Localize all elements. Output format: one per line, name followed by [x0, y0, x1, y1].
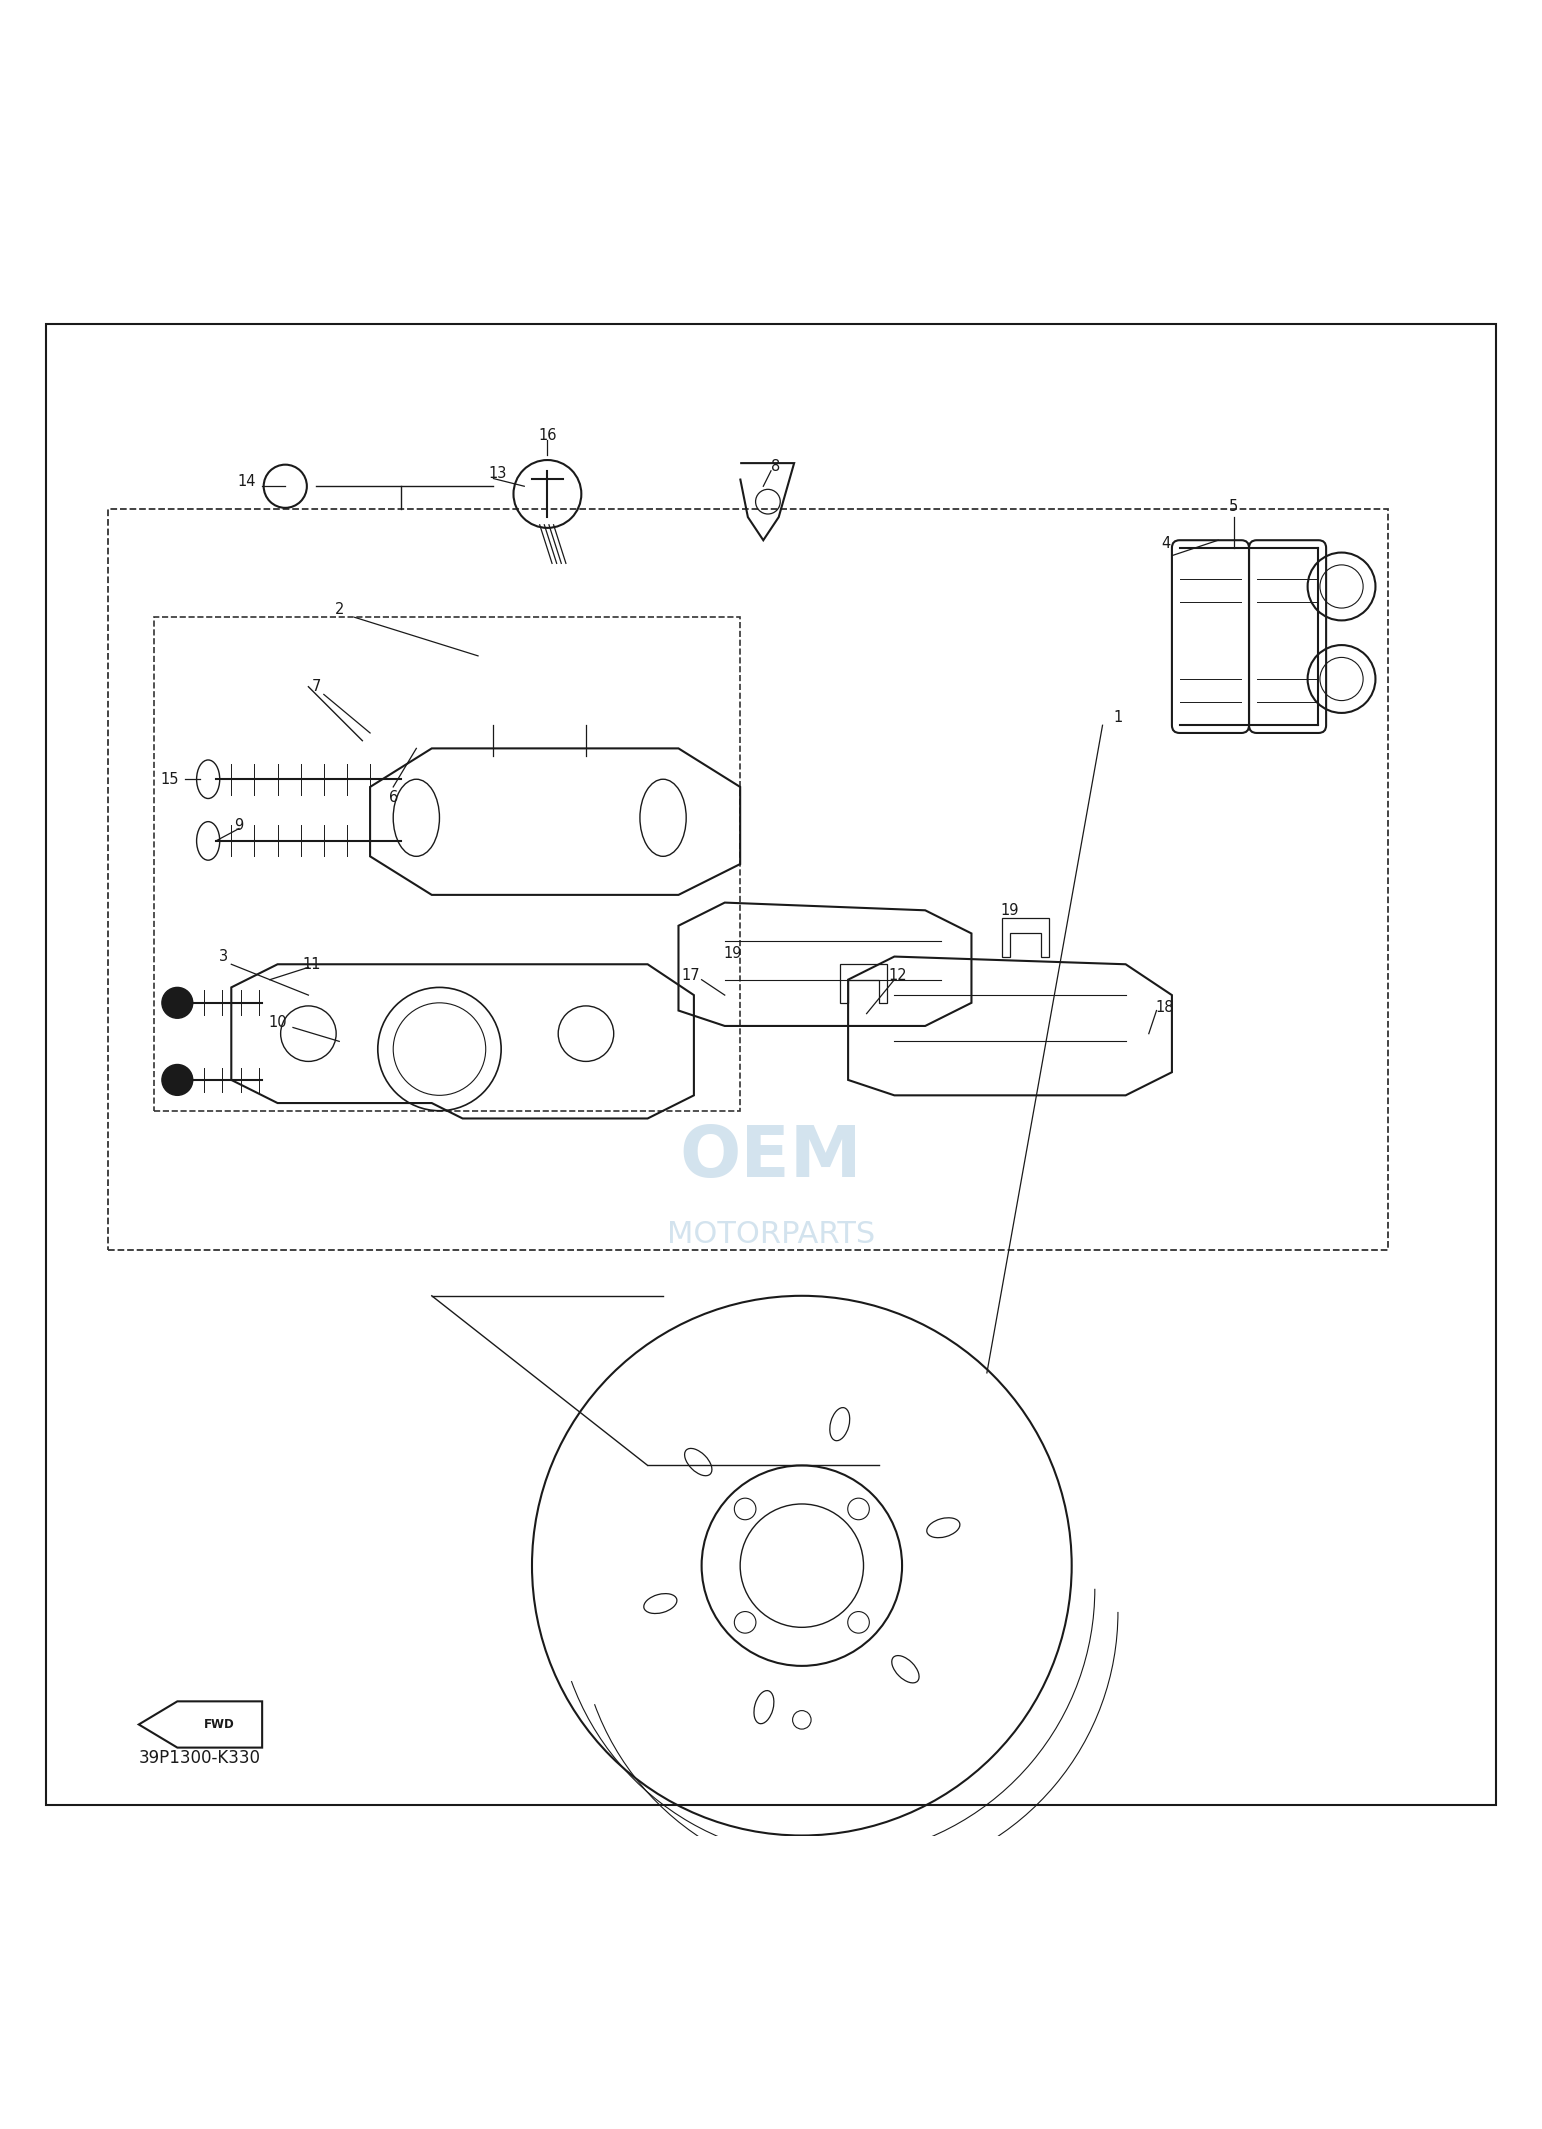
Text: 19: 19 — [1001, 903, 1019, 918]
Text: 3: 3 — [219, 950, 228, 964]
Text: 10: 10 — [268, 1016, 287, 1030]
Text: 13: 13 — [489, 466, 507, 481]
Text: OEM: OEM — [680, 1122, 862, 1192]
Text: 11: 11 — [302, 956, 321, 971]
Text: 39P1300-K330: 39P1300-K330 — [139, 1750, 261, 1767]
Text: MOTORPARTS: MOTORPARTS — [666, 1220, 876, 1248]
Text: 6: 6 — [389, 790, 398, 805]
Circle shape — [162, 988, 193, 1018]
Text: 18: 18 — [1155, 1001, 1173, 1016]
Text: 8: 8 — [771, 458, 780, 475]
Text: 14: 14 — [237, 475, 256, 490]
Circle shape — [162, 1064, 193, 1094]
Text: 1: 1 — [1113, 711, 1123, 726]
Text: 15: 15 — [160, 771, 179, 788]
Text: 5: 5 — [1229, 498, 1238, 513]
Text: 17: 17 — [682, 967, 700, 984]
Text: 4: 4 — [1161, 537, 1170, 551]
Text: 9: 9 — [234, 818, 244, 832]
Text: 12: 12 — [888, 967, 907, 984]
Text: 19: 19 — [723, 945, 742, 960]
Text: 7: 7 — [311, 679, 321, 694]
Text: FWD: FWD — [204, 1718, 234, 1731]
Text: 2: 2 — [335, 603, 344, 617]
Text: 16: 16 — [538, 428, 557, 443]
